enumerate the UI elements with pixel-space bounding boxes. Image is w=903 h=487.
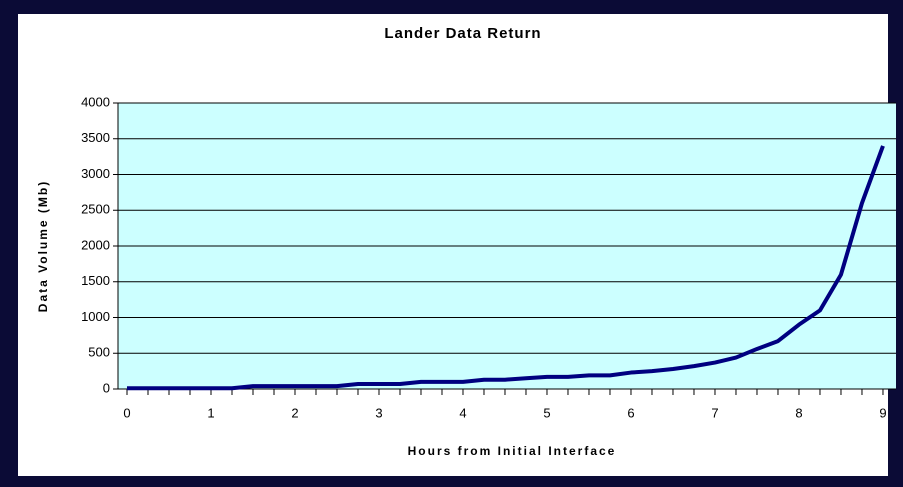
x-tick-label: 0: [123, 405, 130, 420]
y-tick-label: 500: [88, 345, 110, 360]
y-tick-label: 1000: [81, 309, 110, 324]
x-tick-label: 9: [879, 405, 886, 420]
x-tick-label: 4: [459, 405, 466, 420]
x-tick-label: 8: [795, 405, 802, 420]
x-tick-label: 1: [207, 405, 214, 420]
chart-title: Lander Data Return: [384, 25, 541, 42]
y-tick-label: 2500: [81, 202, 110, 217]
x-tick-label: 7: [711, 405, 718, 420]
y-tick-label: 2000: [81, 237, 110, 252]
x-axis-title: Hours from Initial Interface: [408, 444, 617, 458]
y-tick-label: 0: [103, 380, 110, 395]
y-tick-label: 3500: [81, 130, 110, 145]
y-tick-label: 3000: [81, 166, 110, 181]
x-tick-label: 2: [291, 405, 298, 420]
x-tick-label: 6: [627, 405, 634, 420]
y-tick-label: 1500: [81, 273, 110, 288]
x-tick-label: 3: [375, 405, 382, 420]
data-line: [126, 145, 885, 391]
y-axis-title: Data Volume (Mb): [36, 180, 50, 312]
x-tick-label: 5: [543, 405, 550, 420]
y-tick-label: 4000: [81, 94, 110, 109]
